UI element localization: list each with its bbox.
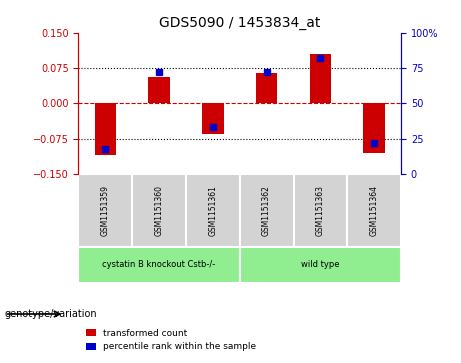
Bar bbox=[148, 77, 170, 103]
Bar bbox=[240, 174, 294, 247]
Text: cystatin B knockout Cstb-/-: cystatin B knockout Cstb-/- bbox=[102, 261, 216, 269]
Bar bbox=[294, 174, 347, 247]
Bar bbox=[256, 73, 278, 103]
Text: GSM1151363: GSM1151363 bbox=[316, 185, 325, 236]
Text: GSM1151362: GSM1151362 bbox=[262, 185, 271, 236]
Legend: transformed count, percentile rank within the sample: transformed count, percentile rank withi… bbox=[83, 325, 260, 355]
Text: GSM1151361: GSM1151361 bbox=[208, 185, 217, 236]
Bar bbox=[240, 247, 401, 283]
Text: wild type: wild type bbox=[301, 261, 340, 269]
Text: GSM1151360: GSM1151360 bbox=[154, 185, 164, 236]
Bar bbox=[78, 174, 132, 247]
Text: genotype/variation: genotype/variation bbox=[5, 309, 97, 319]
Title: GDS5090 / 1453834_at: GDS5090 / 1453834_at bbox=[159, 16, 320, 30]
Text: GSM1151359: GSM1151359 bbox=[101, 185, 110, 236]
Bar bbox=[186, 174, 240, 247]
Bar bbox=[347, 174, 401, 247]
Text: GSM1151364: GSM1151364 bbox=[370, 185, 378, 236]
Bar bbox=[202, 103, 224, 134]
Bar bbox=[310, 54, 331, 103]
Bar bbox=[95, 103, 116, 155]
Bar bbox=[132, 174, 186, 247]
Bar bbox=[363, 103, 385, 153]
Bar bbox=[78, 247, 240, 283]
